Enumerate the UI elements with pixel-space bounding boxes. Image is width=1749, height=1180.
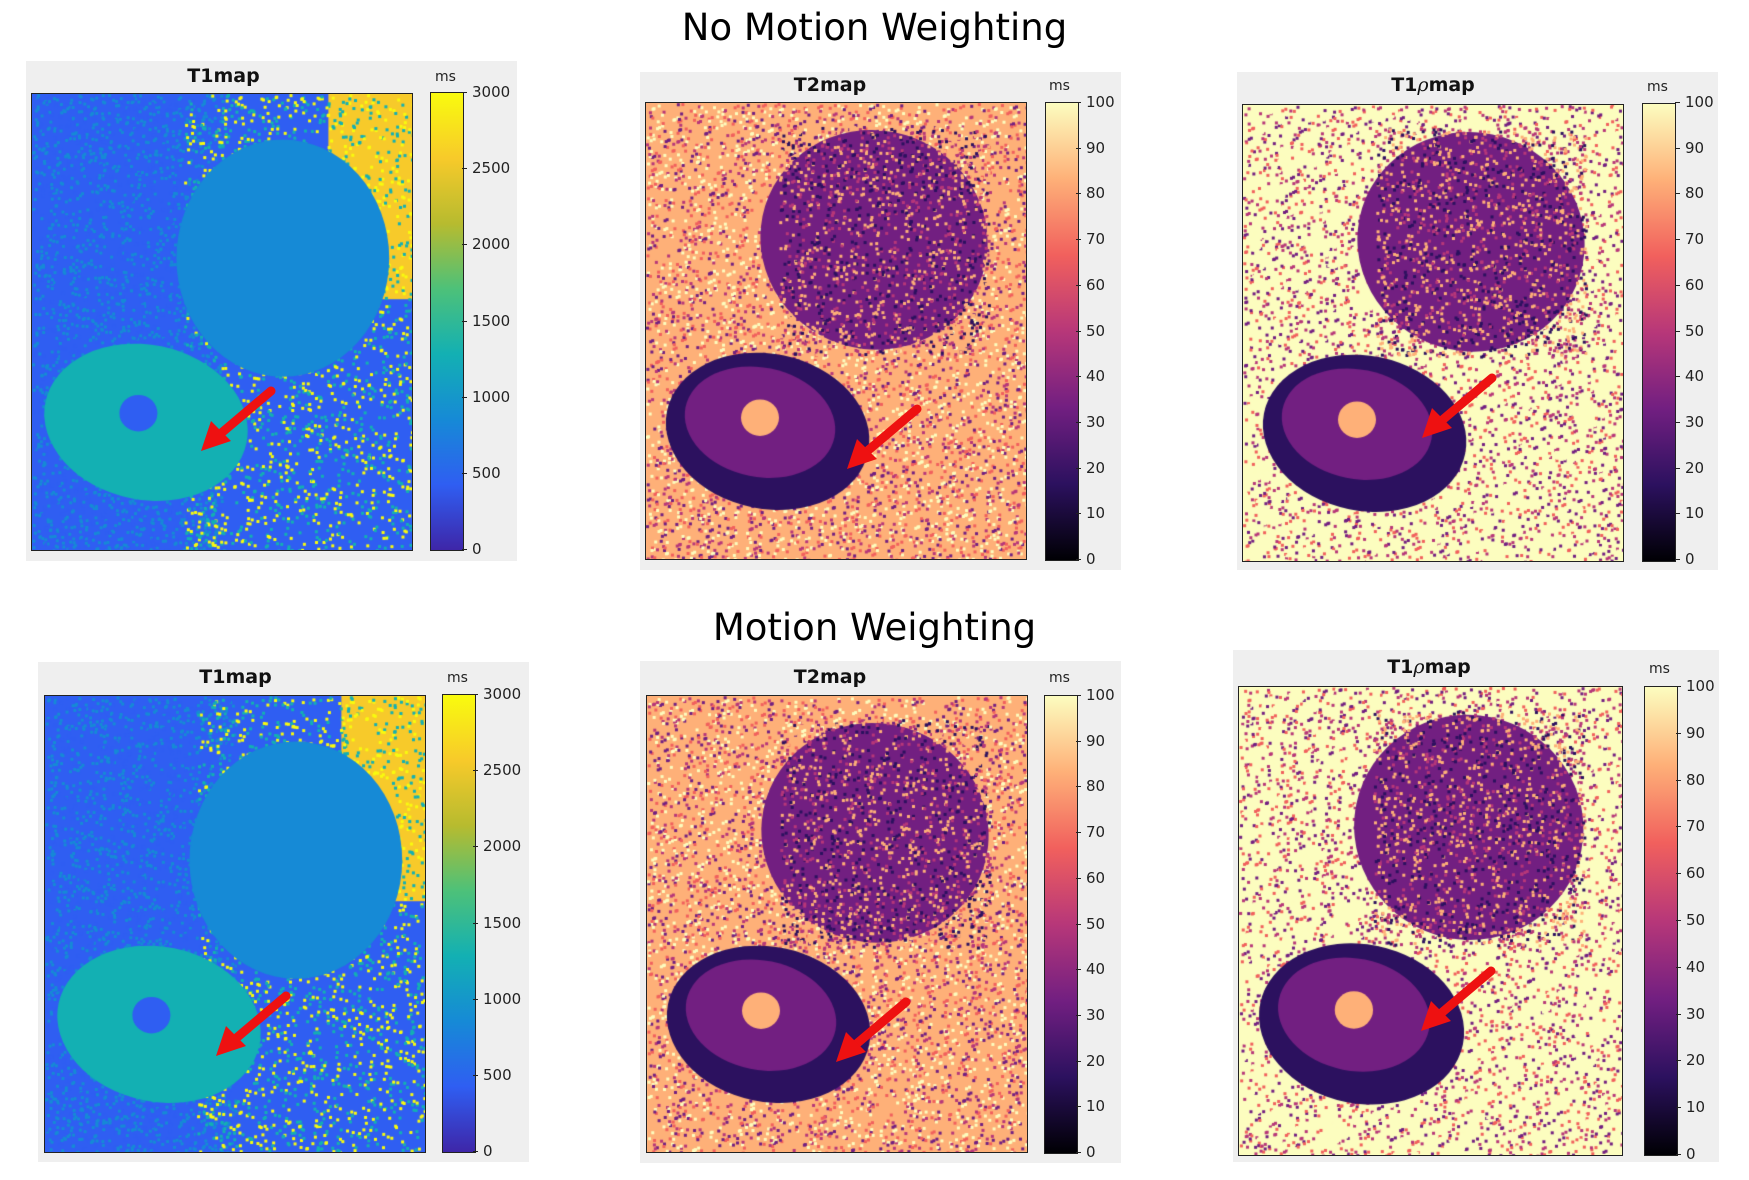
colorbar-tick-label: 0 [1076,550,1096,568]
panel-title: T2map [793,666,867,688]
colorbar-tick-label: 80 [1675,770,1706,789]
colorbar-tick-label: 10 [1075,504,1106,523]
colorbar-tick-label: 2500 [461,159,511,178]
colorbar-tick-label: 60 [1075,275,1106,294]
colorbar-tick-label: 1500 [472,913,522,932]
colorbar-tick-label: 90 [1674,138,1705,157]
colorbar-tick-label: 2500 [472,761,522,780]
colorbar-tick-label: 100 [1076,93,1115,111]
red-arrow-icon [1422,373,1497,438]
colorbar-tick-label: 10 [1075,1097,1106,1116]
colorbar-tick-label: 100 [1675,93,1714,111]
panel-title: T1map [199,666,272,688]
colorbar-tick-label: 70 [1674,230,1705,249]
t1-map-image [44,695,426,1153]
colorbar-tick-label: 2000 [472,837,522,856]
panel-title: T1ρmap [1391,74,1475,96]
red-arrow-icon [836,997,911,1062]
colorbar-tick-label: 40 [1675,957,1706,976]
colorbar-tick-label: 30 [1075,1005,1106,1024]
colorbar-tick-label: 40 [1075,367,1106,386]
colorbar-tick-label: 20 [1675,1051,1706,1070]
colorbar-tick-label: 3000 [472,685,522,703]
panel-title: T1ρmap [1387,656,1471,678]
colorbar-tick-label: 500 [462,463,501,482]
panel-t1rho-no-motion: T1ρmap ms 100 90 80 70 60 50 40 30 20 10 0 [1237,72,1718,570]
panel-t2map-motion: T2map ms 100 90 80 70 60 50 40 30 20 10 0 [640,661,1121,1163]
colorbar-tick-label: 90 [1075,138,1106,157]
colorbar-unit: ms [1647,79,1668,95]
colorbar-tick-label: 20 [1674,458,1705,477]
colorbar-tick-label: 2000 [461,235,511,254]
colorbar-tick-label: 0 [1675,550,1695,568]
red-arrow-icon [1421,966,1496,1031]
colorbar-tick-label: 20 [1075,458,1106,477]
colorbar-tick-label: 30 [1674,412,1705,431]
colorbar-tick-label: 1000 [472,989,522,1008]
red-arrow-icon [201,386,276,451]
colorbar-unit: ms [1649,661,1670,677]
colorbar-tick-label: 3000 [461,83,511,101]
colorbar-tick-label: 30 [1675,1004,1706,1023]
colorbar-tick-label: 60 [1675,864,1706,883]
colorbar-tick-label: 90 [1075,731,1106,750]
t2-map-image [646,695,1028,1153]
colorbar-unit: ms [447,670,468,686]
panel-t2map-no-motion: T2map ms 100 90 80 70 60 50 40 30 20 10 0 [640,72,1121,570]
colorbar-tick-label: 50 [1674,321,1705,340]
colorbar-tick-label: 1000 [461,387,511,406]
panel-title: T2map [793,74,867,96]
colorbar-t1 [430,92,464,551]
section-title-no-motion: No Motion Weighting [681,6,1068,49]
colorbar-tick-label: 60 [1674,275,1705,294]
colorbar-tick-label: 80 [1075,777,1106,796]
colorbar-t2 [1045,102,1079,561]
colorbar-tick-label: 30 [1075,412,1106,431]
colorbar-tick-label: 50 [1075,914,1106,933]
colorbar-tick-label: 50 [1075,321,1106,340]
colorbar-tick-label: 100 [1676,677,1715,695]
colorbar-tick-label: 10 [1675,1098,1706,1117]
t2-map-image [645,102,1027,560]
panel-t1rho-motion: T1ρmap ms 100 90 80 70 60 50 40 30 20 10 0 [1233,650,1719,1162]
colorbar-tick-label: 500 [473,1065,512,1084]
colorbar-tick-label: 40 [1674,367,1705,386]
colorbar-tick-label: 40 [1075,960,1106,979]
colorbar-unit: ms [1049,78,1070,94]
panel-title: T1map [187,65,260,87]
colorbar-tick-label: 60 [1075,868,1106,887]
colorbar-tick-label: 0 [462,540,482,558]
section-title-motion: Motion Weighting [712,606,1037,649]
colorbar-tick-label: 80 [1674,184,1705,203]
red-arrow-icon [847,404,922,469]
colorbar-tick-label: 0 [1676,1145,1696,1163]
colorbar-t2 [1044,695,1078,1154]
colorbar-tick-label: 70 [1075,823,1106,842]
colorbar-tick-label: 20 [1075,1051,1106,1070]
colorbar-tick-label: 100 [1076,686,1115,704]
colorbar-t1 [442,694,476,1153]
t1-map-image [31,93,413,551]
colorbar-tick-label: 90 [1675,723,1706,742]
colorbar-tick-label: 50 [1675,911,1706,929]
colorbar-tick-label: 70 [1075,230,1106,249]
panel-t1map-motion: T1map ms 3000 2500 2000 1500 1000 500 0 [38,662,529,1162]
colorbar-unit: ms [1049,670,1070,686]
colorbar-tick-label: 10 [1674,504,1705,523]
colorbar-t1rho [1642,103,1676,562]
colorbar-tick-label: 0 [473,1142,493,1160]
t1rho-map-image [1238,686,1623,1156]
colorbar-tick-label: 1500 [461,311,511,330]
red-arrow-icon [216,991,291,1056]
colorbar-unit: ms [435,69,456,85]
t1rho-map-image [1242,104,1624,562]
colorbar-tick-label: 0 [1076,1143,1096,1161]
colorbar-tick-label: 70 [1675,817,1706,836]
colorbar-tick-label: 80 [1075,184,1106,203]
panel-t1map-no-motion: T1map ms 3000 2500 2000 1500 1000 500 0 [26,61,517,561]
colorbar-t1rho [1644,686,1678,1156]
